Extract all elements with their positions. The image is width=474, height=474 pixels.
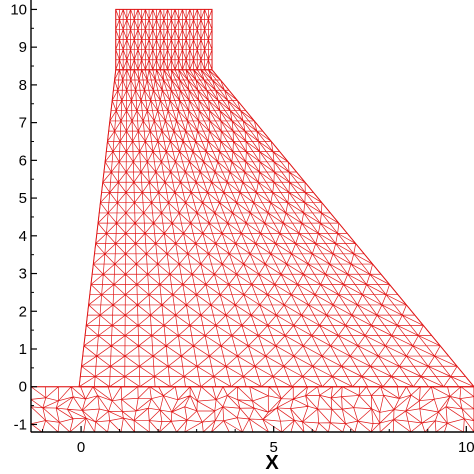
x-axis-title: X <box>265 452 279 474</box>
mesh-region-0 <box>78 69 474 388</box>
x-tick-label: 5 <box>270 439 278 456</box>
mesh-layer <box>30 8 474 433</box>
y-tick-label: 8 <box>19 77 27 94</box>
mesh-boundary-1 <box>115 8 213 71</box>
y-tick-label: -1 <box>14 416 27 433</box>
axes: -1 0 1 2 3 4 5 6 7 8 9 10 0 5 10 <box>10 0 474 456</box>
y-tick-label: 4 <box>19 228 27 245</box>
mesh-region-1 <box>115 8 213 71</box>
y-tick-label: 6 <box>19 152 27 169</box>
y-tick-label: 2 <box>19 303 27 320</box>
y-tick-label: 7 <box>19 115 27 132</box>
y-tick-label: 5 <box>19 190 27 207</box>
y-tick-label: 1 <box>19 341 27 358</box>
x-tick-label: 0 <box>77 439 85 456</box>
mesh-edges-2 <box>30 386 474 433</box>
y-tick-label: 10 <box>10 1 27 18</box>
mesh-edges-1 <box>115 9 213 71</box>
y-tick-label: 3 <box>19 266 27 283</box>
y-tick-label: 0 <box>19 379 27 396</box>
mesh-edges-0 <box>78 69 474 388</box>
mesh-region-2 <box>30 386 474 433</box>
x-tick-label: 10 <box>458 439 474 456</box>
y-tick-label: 9 <box>19 39 27 56</box>
